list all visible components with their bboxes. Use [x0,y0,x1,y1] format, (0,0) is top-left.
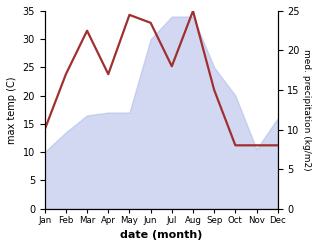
Y-axis label: med. precipitation (kg/m2): med. precipitation (kg/m2) [302,49,311,171]
Y-axis label: max temp (C): max temp (C) [7,76,17,144]
X-axis label: date (month): date (month) [120,230,203,240]
